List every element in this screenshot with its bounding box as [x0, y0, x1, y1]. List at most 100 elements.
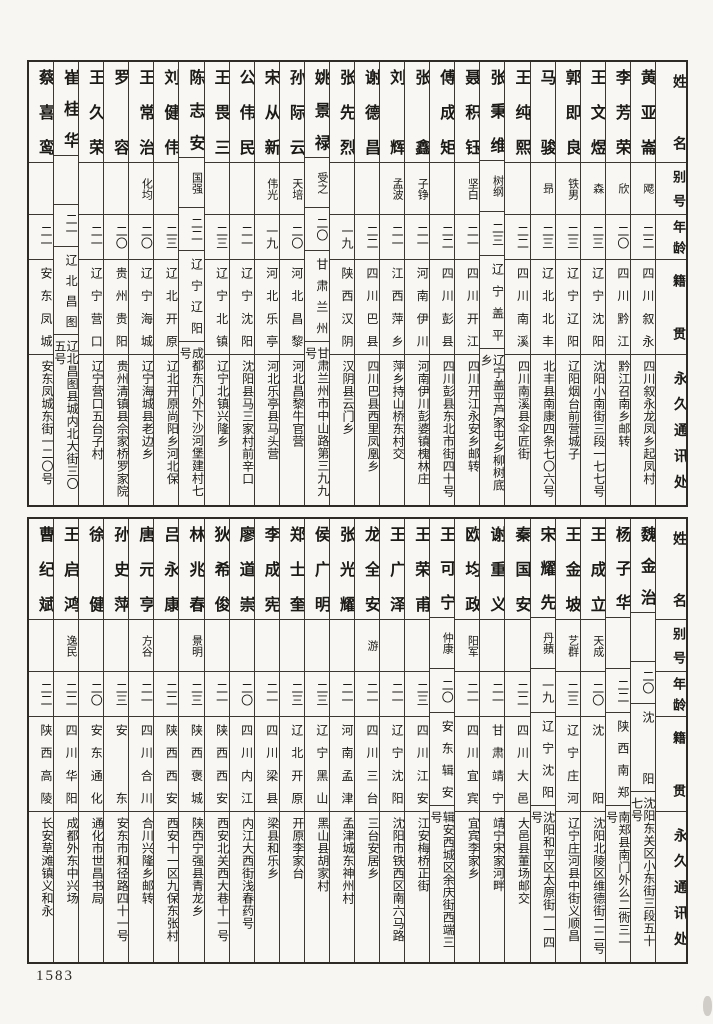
person-column: 徐健 二〇 安东通化 通化市世昌书局 [78, 519, 104, 962]
person-column: 王启鸿 逸民 二二 四川华阳 成都外东中兴场 [53, 519, 79, 962]
alias-cell [630, 612, 655, 661]
person-column: 王成立 天成 二〇 沈阳 沈阳北陵区维德街二二号 [579, 519, 605, 962]
alias-cell [380, 619, 405, 671]
alias-cell: 方谷 [129, 619, 154, 671]
name-cell: 刘健伟 [161, 69, 179, 155]
alias-cell [254, 619, 279, 671]
name-cell: 王成立 [587, 526, 605, 612]
age-cell: 二三 [480, 211, 505, 255]
origin-cell: 四川叙永 [630, 259, 655, 354]
alias-cell [329, 619, 354, 671]
scan-artifact-smudge [703, 996, 712, 1016]
age-cell: 二二 [630, 214, 655, 259]
person-column: 傅成矩 二二 四川彭县 四川彭县东北市街四十号 [429, 62, 455, 505]
name-cell: 王可宁 [437, 526, 455, 611]
origin-cell: 河南伊川 [405, 259, 430, 354]
age-cell: 二三 [104, 671, 129, 716]
name-cell: 王金坡 [562, 526, 580, 612]
age-cell: 二〇 [580, 671, 605, 716]
address-cell: 贵州清镇县佘家桥罗家院 [104, 354, 129, 505]
age-cell: 二〇 [229, 671, 254, 716]
alias-cell [405, 619, 430, 671]
age-cell: 二〇 [605, 214, 630, 259]
origin-cell: 江西萍乡 [380, 259, 405, 354]
origin-cell: 河北乐亭 [254, 259, 279, 354]
origin-cell: 沈阳 [580, 716, 605, 811]
address-cell: 陕西宁强县青龙乡 [179, 811, 204, 962]
name-cell: 王常治 [136, 69, 154, 155]
age-cell: 二一 [129, 671, 154, 716]
alias-cell: 坚白 [455, 162, 480, 214]
header-origin: 籍贯 [655, 259, 686, 354]
alias-cell: 丹蘋 [530, 617, 555, 668]
origin-cell: 辽北开原 [279, 716, 304, 811]
header-age: 年龄 [655, 214, 686, 259]
name-cell: 谢德昌 [362, 69, 380, 155]
person-column: 王纯熙 二二 四川南溪 四川南溪县伞匠街 [504, 62, 530, 505]
address-cell: 辽北开原尚阳乡河北保 [154, 354, 179, 505]
person-column: 谢重义 二一 甘肃靖宁 靖宁宋家河畔 [479, 519, 505, 962]
person-column: 林兆春 景明 二三 陕西褒城 陕西宁强县青龙乡 [178, 519, 204, 962]
age-cell: 二一 [79, 214, 104, 259]
origin-cell: 四川南溪 [505, 259, 530, 354]
alias-cell [229, 162, 254, 214]
address-cell: 南郑县南门外么二衖三一号 [605, 805, 630, 962]
person-column: 公伟民 二一 辽宁沈阳 沈阳县马三家村前辛口 [228, 62, 254, 505]
age-cell: 二二 [505, 671, 530, 716]
age-cell: 二三 [179, 671, 204, 716]
address-cell: 汉阴县云门乡 [329, 354, 354, 505]
person-column: 谢德昌 二二 四川巴县 四川巴县西里凤凰乡 [353, 62, 380, 505]
address-cell: 沈阳市铁西区南六马路 [380, 811, 405, 962]
origin-cell: 辽宁北镇 [204, 259, 229, 354]
name-cell: 崔桂华 [61, 69, 79, 149]
name-cell: 王久荣 [86, 69, 104, 155]
person-column: 王文煜森二三 辽宁沈阳 沈阳小南街三段一七七号 [579, 62, 605, 505]
address-cell: 孟津城东神州村 [329, 811, 354, 962]
alias-cell [104, 162, 129, 214]
origin-cell: 河南孟津 [329, 716, 354, 811]
origin-cell: 辽北昌图 [54, 245, 79, 335]
person-column: 王荣甫 二三 四川江安 江安梅桥正街 [404, 519, 430, 962]
age-cell: 二二 [179, 207, 204, 250]
name-cell: 马骏 [537, 69, 555, 155]
address-cell: 四川开江永安乡邮转 [455, 354, 480, 505]
person-column: 姚景禄 受之 二〇 甘肃兰州 甘肃兰州市中山路第三九九号 [303, 62, 329, 505]
origin-cell: 四川大邑 [505, 716, 530, 811]
address-cell: 黔江召南乡邮转 [605, 354, 630, 505]
age-cell: 二三 [279, 671, 304, 716]
age-cell: 二二 [54, 671, 79, 716]
person-column: 张光耀 二一 河南孟津 孟津城东神州村 [328, 519, 354, 962]
address-cell: 沈阳县马三家村前辛口 [229, 354, 254, 505]
age-cell: 二〇 [79, 671, 104, 716]
address-cell: 通化市世昌书局 [79, 811, 104, 962]
person-column: 李芳荣欣二〇 四川黔江 黔江召南乡邮转 [604, 62, 630, 505]
age-cell: 一九 [254, 214, 279, 259]
age-cell: 二〇 [630, 660, 655, 703]
person-column: 孙际云 天培 二〇 河北昌黎 河北昌黎牛官营 [278, 62, 304, 505]
age-cell: 二一 [380, 214, 405, 259]
origin-cell: 陕西西安 [154, 716, 179, 811]
address-cell: 开原李家台 [279, 811, 304, 962]
age-cell: 二二 [430, 214, 455, 259]
person-column: 王畏三 二三 辽宁北镇 辽宁北镇兴隆乡 [203, 62, 229, 505]
address-cell: 辽宁盖平芦家屯乡柳树底乡 [480, 348, 505, 505]
origin-cell: 辽北开原 [154, 259, 179, 354]
alias-cell [329, 162, 354, 214]
address-cell: 沈阳东关区小东街三段五十七号 [630, 791, 655, 962]
origin-cell: 四川宜宾 [455, 716, 480, 811]
address-cell: 宜宾李家乡 [455, 811, 480, 962]
alias-cell: 游 [354, 619, 380, 671]
name-cell: 魏金治 [637, 526, 655, 606]
origin-cell: 贵州贵阳 [104, 259, 129, 354]
person-column: 狄希俊 二一 陕西西安 西安北关西大巷十一号 [203, 519, 229, 962]
address-cell: 长安草滩镇义和永 [28, 811, 54, 962]
age-cell: 二〇 [304, 207, 329, 250]
origin-cell: 四川华阳 [54, 716, 79, 811]
age-cell: 二一 [380, 671, 405, 716]
address-cell: 梁县和乐乡 [254, 811, 279, 962]
person-column: 李成宪 二一 四川梁县 梁县和乐乡 [253, 519, 279, 962]
alias-cell [104, 619, 129, 671]
alias-cell [304, 619, 329, 671]
name-cell: 王纯熙 [512, 69, 530, 155]
person-column: 曹纪斌 二二 陕西高陵 长安草滩镇义和永 [28, 519, 54, 962]
